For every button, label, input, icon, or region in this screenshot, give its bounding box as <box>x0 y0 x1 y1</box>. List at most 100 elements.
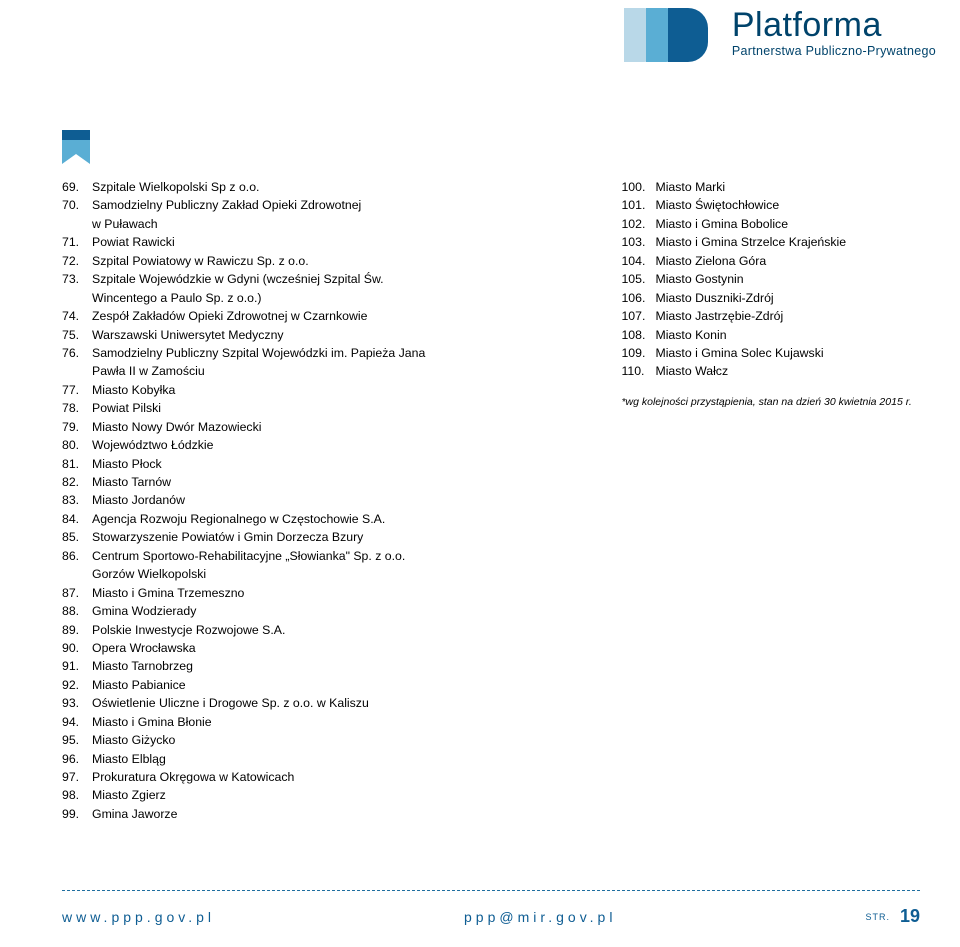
list-item: 94.Miasto i Gmina Błonie <box>62 713 589 731</box>
list-item: 78.Powiat Pilski <box>62 399 589 417</box>
list-item-number: 71. <box>62 233 92 251</box>
list-item: 77.Miasto Kobyłka <box>62 381 589 399</box>
list-item-number: 82. <box>62 473 92 491</box>
list-item-text: Powiat Pilski <box>92 399 589 417</box>
list-item-text: Polskie Inwestycje Rozwojowe S.A. <box>92 621 589 639</box>
list-item-number: 99. <box>62 805 92 823</box>
list-item-number: 93. <box>62 694 92 712</box>
list-item-continuation: Pawła II w Zamościu <box>62 362 589 380</box>
list-item-text: Miasto i Gmina Strzelce Krajeńskie <box>655 233 920 251</box>
list-item-number: 109. <box>621 344 655 362</box>
list-item: 98.Miasto Zgierz <box>62 786 589 804</box>
list-column-right: 100.Miasto Marki101.Miasto Świętochłowic… <box>621 178 920 823</box>
list-item: 86.Centrum Sportowo-Rehabilitacyjne „Sło… <box>62 547 589 565</box>
list-item-number: 80. <box>62 436 92 454</box>
list-item-number: 106. <box>621 289 655 307</box>
list-item-text: Miasto Wałcz <box>655 362 920 380</box>
list-item-text: Miasto Marki <box>655 178 920 196</box>
list-item: 97.Prokuratura Okręgowa w Katowicach <box>62 768 589 786</box>
list-item-text: Miasto Płock <box>92 455 589 473</box>
list-item-text: Miasto i Gmina Solec Kujawski <box>655 344 920 362</box>
list-item-number: 73. <box>62 270 92 288</box>
list-item: 71.Powiat Rawicki <box>62 233 589 251</box>
list-item-number: 103. <box>621 233 655 251</box>
list-item: 82.Miasto Tarnów <box>62 473 589 491</box>
list-item-text: Miasto Giżycko <box>92 731 589 749</box>
list-item-number: 94. <box>62 713 92 731</box>
list-item-number: 78. <box>62 399 92 417</box>
list-item-number: 89. <box>62 621 92 639</box>
list-item-text: Szpitale Wojewódzkie w Gdyni (wcześniej … <box>92 270 589 288</box>
list-item-text: Samodzielny Publiczny Szpital Wojewódzki… <box>92 344 589 362</box>
list-item: 102.Miasto i Gmina Bobolice <box>621 215 920 233</box>
list-item-number: 86. <box>62 547 92 565</box>
list-item: 107.Miasto Jastrzębie-Zdrój <box>621 307 920 325</box>
list-item-number: 77. <box>62 381 92 399</box>
content-area: 69.Szpitale Wielkopolski Sp z o.o.70.Sam… <box>62 178 920 823</box>
list-item: 90.Opera Wrocławska <box>62 639 589 657</box>
list-item: 110.Miasto Wałcz <box>621 362 920 380</box>
list-item-number: 102. <box>621 215 655 233</box>
list-item-text: Opera Wrocławska <box>92 639 589 657</box>
list-item: 89.Polskie Inwestycje Rozwojowe S.A. <box>62 621 589 639</box>
list-item-text: Miasto Konin <box>655 326 920 344</box>
list-item: 99.Gmina Jaworze <box>62 805 589 823</box>
list-item: 74.Zespół Zakładów Opieki Zdrowotnej w C… <box>62 307 589 325</box>
footer-page: STR. 19 <box>865 906 920 927</box>
footer: www.ppp.gov.pl ppp@mir.gov.pl STR. 19 <box>62 906 920 927</box>
list-item-number: 107. <box>621 307 655 325</box>
list-item-text: Miasto Elbląg <box>92 750 589 768</box>
list-column-left: 69.Szpitale Wielkopolski Sp z o.o.70.Sam… <box>62 178 589 823</box>
list-item: 103.Miasto i Gmina Strzelce Krajeńskie <box>621 233 920 251</box>
list-item-text: Miasto Tarnobrzeg <box>92 657 589 675</box>
list-item-number: 98. <box>62 786 92 804</box>
list-item: 104.Miasto Zielona Góra <box>621 252 920 270</box>
list-item-text: Warszawski Uniwersytet Medyczny <box>92 326 589 344</box>
header-logo: Platforma Partnerstwa Publiczno-Prywatne… <box>624 8 936 68</box>
logo-p-dark <box>668 8 708 62</box>
list-item-number: 91. <box>62 657 92 675</box>
list-item: 80.Województwo Łódzkie <box>62 436 589 454</box>
list-item-continuation: w Puławach <box>62 215 589 233</box>
list-item-text: Miasto Zielona Góra <box>655 252 920 270</box>
list-item: 87.Miasto i Gmina Trzemeszno <box>62 584 589 602</box>
list-item: 105.Miasto Gostynin <box>621 270 920 288</box>
list-item-number: 83. <box>62 491 92 509</box>
list-item-number: 76. <box>62 344 92 362</box>
list-item-number: 100. <box>621 178 655 196</box>
list-item: 76.Samodzielny Publiczny Szpital Wojewód… <box>62 344 589 362</box>
logo-subtitle: Partnerstwa Publiczno-Prywatnego <box>732 44 936 58</box>
list-item: 69.Szpitale Wielkopolski Sp z o.o. <box>62 178 589 196</box>
logo-mark <box>624 8 724 68</box>
list-item: 100.Miasto Marki <box>621 178 920 196</box>
list-item-number: 110. <box>621 362 655 380</box>
list-item-text: Samodzielny Publiczny Zakład Opieki Zdro… <box>92 196 589 214</box>
list-item: 75.Warszawski Uniwersytet Medyczny <box>62 326 589 344</box>
list-item-text: Powiat Rawicki <box>92 233 589 251</box>
list-item: 96.Miasto Elbląg <box>62 750 589 768</box>
list-item-number: 75. <box>62 326 92 344</box>
footnote: *wg kolejności przystąpienia, stan na dz… <box>621 395 920 411</box>
list-item-text: Gmina Jaworze <box>92 805 589 823</box>
footer-divider <box>62 890 920 891</box>
list-item-text: Oświetlenie Uliczne i Drogowe Sp. z o.o.… <box>92 694 589 712</box>
list-item: 81.Miasto Płock <box>62 455 589 473</box>
list-item-text: Miasto Gostynin <box>655 270 920 288</box>
list-item: 72.Szpital Powiatowy w Rawiczu Sp. z o.o… <box>62 252 589 270</box>
list-item-text: Województwo Łódzkie <box>92 436 589 454</box>
list-item-text: Miasto Jastrzębie-Zdrój <box>655 307 920 325</box>
footer-url: www.ppp.gov.pl <box>62 909 215 925</box>
list-item: 70.Samodzielny Publiczny Zakład Opieki Z… <box>62 196 589 214</box>
list-item: 106.Miasto Duszniki-Zdrój <box>621 289 920 307</box>
list-item-number: 87. <box>62 584 92 602</box>
list-item-text: Szpital Powiatowy w Rawiczu Sp. z o.o. <box>92 252 589 270</box>
list-item: 93.Oświetlenie Uliczne i Drogowe Sp. z o… <box>62 694 589 712</box>
list-item: 101.Miasto Świętochłowice <box>621 196 920 214</box>
list-item-number: 70. <box>62 196 92 214</box>
logo-title: Platforma <box>732 8 936 42</box>
list-item-text: Miasto Tarnów <box>92 473 589 491</box>
list-item-number: 74. <box>62 307 92 325</box>
list-item: 88.Gmina Wodzierady <box>62 602 589 620</box>
list-item-text: Miasto Nowy Dwór Mazowiecki <box>92 418 589 436</box>
list-item-text: Miasto i Gmina Bobolice <box>655 215 920 233</box>
